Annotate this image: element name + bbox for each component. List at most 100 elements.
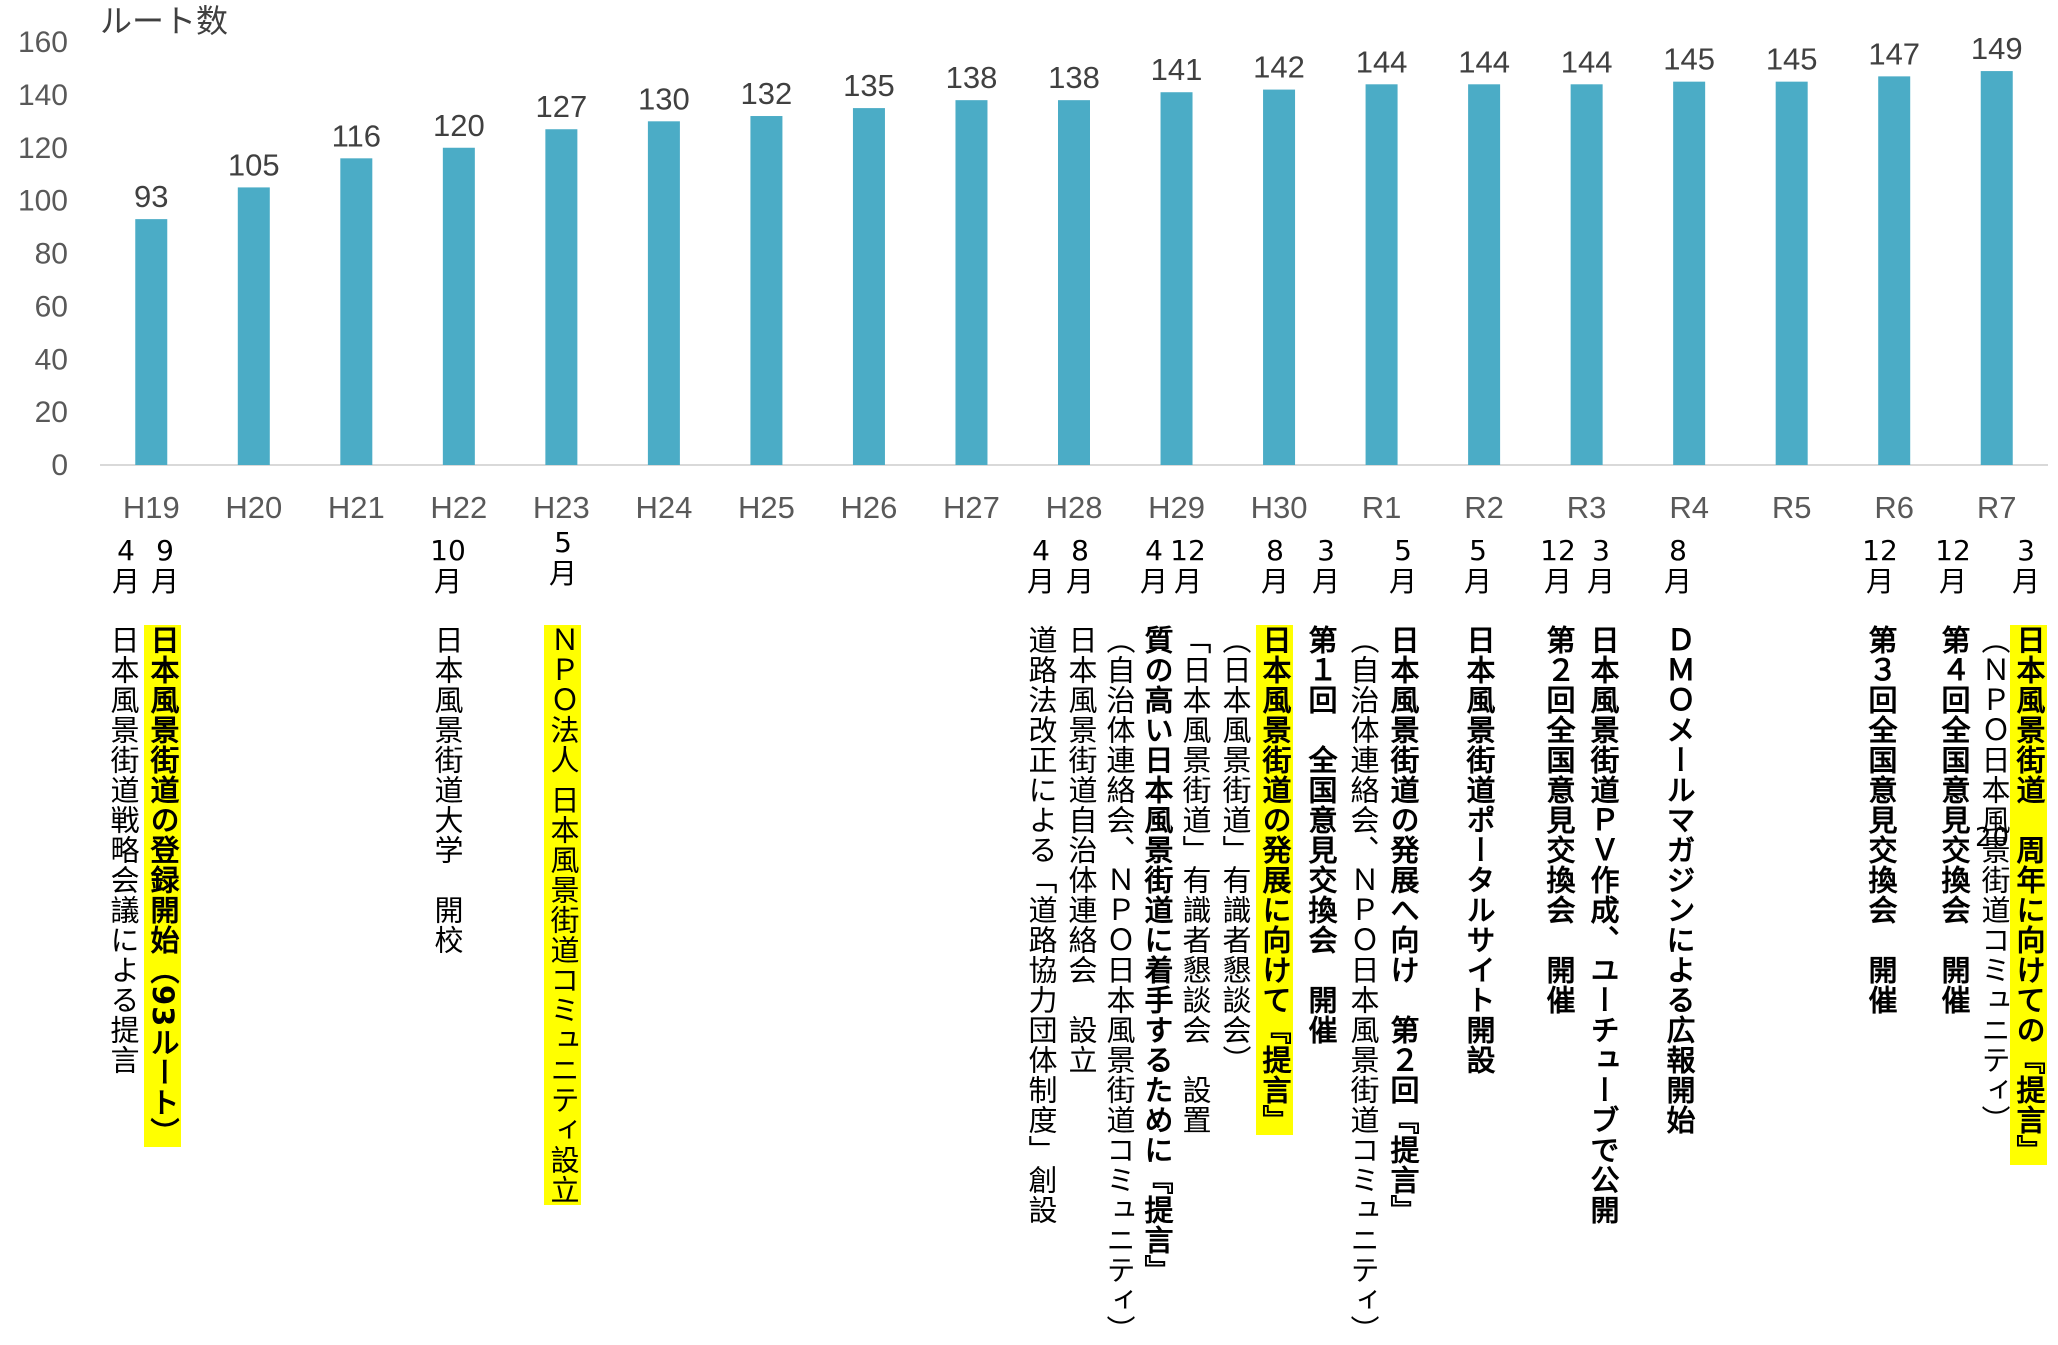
x-tick-label: R4 (1669, 490, 1709, 525)
y-tick-label: 120 (18, 132, 68, 165)
event-text: 20 (1975, 823, 2011, 853)
month-label: 12月 (1935, 534, 1971, 598)
x-tick-label: H22 (430, 490, 487, 525)
y-tick-label: 20 (35, 396, 68, 429)
bar (545, 129, 578, 465)
bar (1980, 71, 2013, 466)
data-label: 144 (1458, 44, 1510, 79)
data-label: 130 (638, 81, 690, 116)
month-label: 5月 (1388, 534, 1417, 598)
month-label: 3月 (1586, 534, 1615, 598)
event-text: ＤＭＯメールマガジンによる広報開始 (1662, 625, 1696, 1135)
bar (1775, 81, 1808, 465)
month-label: 8月 (1663, 534, 1692, 598)
bar (442, 147, 475, 465)
data-label: 145 (1663, 42, 1715, 77)
event-text: 日本風景街道の発展に向けて『提言』 (1256, 625, 1293, 1135)
x-tick-label: H26 (841, 490, 898, 525)
bar-series (135, 71, 2013, 466)
y-tick-label: 40 (35, 343, 68, 376)
event-text: 日本風景街道自治体連絡会 設立 (1064, 625, 1098, 1075)
event-text: 第４回全国意見交換会 開催 (1937, 625, 1971, 1015)
month-label: 5月 (1463, 534, 1492, 598)
data-label: 141 (1151, 52, 1203, 87)
month-label: 4月 (1026, 534, 1055, 598)
data-label: 127 (536, 89, 588, 124)
bar (955, 100, 988, 465)
month-label: 3月 (1311, 534, 1340, 598)
x-tick-label: R7 (1977, 490, 2017, 525)
month-label: 4月 (111, 534, 140, 598)
month-label: 5月 (548, 526, 577, 590)
data-labels: 93 105 116 120 127 130 132 135 138 138 141 142 144 14… (134, 31, 2023, 214)
bar (852, 108, 885, 465)
month-label: 4月 (1139, 534, 1168, 598)
bar (1673, 81, 1706, 465)
x-tick-label: H27 (943, 490, 1000, 525)
y-axis-unit-label: ルート数 (100, 2, 228, 40)
month-label: 10月 (430, 534, 466, 598)
data-label: 105 (228, 147, 280, 182)
bar (135, 219, 168, 465)
bar (1263, 89, 1296, 466)
bar (1365, 84, 1398, 466)
bar (1160, 92, 1193, 465)
x-tick-label: H23 (533, 490, 590, 525)
x-tick-label: R2 (1464, 490, 1504, 525)
event-text: （ＮＰＯ日本風景街道コミュニティ） (1977, 625, 2011, 1135)
event-text: 「日本風景街道」有識者懇談会 設置 (1178, 625, 1212, 1135)
bar (340, 158, 373, 465)
x-tick-label: H25 (738, 490, 795, 525)
x-tick-label: H20 (225, 490, 282, 525)
month-label: 12月 (1170, 534, 1206, 598)
event-text: 日本風景街道ポータルサイト開設 (1462, 625, 1496, 1075)
data-label: 144 (1561, 44, 1613, 79)
data-label: 93 (134, 179, 168, 214)
event-text: 第２回全国意見交換会 開催 (1542, 625, 1576, 1015)
y-tick-label: 100 (18, 185, 68, 218)
data-label: 116 (332, 118, 381, 153)
event-text: 第１回 全国意見交換会 開催 (1304, 625, 1338, 1045)
x-tick-label: R3 (1567, 490, 1607, 525)
event-text: （自治体連絡会、ＮＰＯ日本風景街道コミュニティ） (1346, 625, 1380, 1345)
y-tick-label: 160 (18, 26, 68, 59)
data-label: 120 (433, 108, 485, 143)
y-tick-label: 140 (18, 79, 68, 112)
event-text: 日本風景街道戦略会議による提言 (106, 625, 140, 1075)
event-text: （自治体連絡会、ＮＰＯ日本風景街道コミュニティ） (1102, 625, 1136, 1345)
event-text: 日本風景街道の発展へ向け 第２回『提言』 (1386, 625, 1420, 1225)
y-axis: 0 20 40 60 80 100 120 140 160 (18, 26, 68, 482)
data-label: 147 (1868, 36, 1920, 71)
x-axis: H19 H20 H21 H22 H23 H24 H25 H26 H27 H28 H29 H30 R1 R2… (100, 464, 2048, 525)
x-tick-label: H21 (328, 490, 385, 525)
month-label: 8月 (1260, 534, 1289, 598)
event-text: 日本風景街道の登録開始（93ルート） (144, 625, 181, 1148)
bar (1058, 100, 1090, 465)
event-text: 道路法改正による「道路協力団体制度」創設 (1024, 625, 1058, 1225)
data-label: 144 (1356, 44, 1408, 79)
event-text: 日本風景街道 周年に向けての『提言』 (2010, 625, 2047, 1165)
bar (750, 116, 783, 466)
data-label: 145 (1766, 42, 1818, 77)
month-label: 12月 (1540, 534, 1576, 598)
bar (1570, 84, 1603, 466)
data-label: 135 (843, 68, 895, 103)
y-tick-label: 0 (51, 449, 68, 482)
data-label: 138 (1048, 60, 1100, 95)
event-text: 日本風景街道大学 開校 (430, 625, 464, 955)
data-label: 149 (1971, 31, 2023, 66)
bar (1878, 76, 1911, 466)
event-text: （日本風景街道」有識者懇談会） (1218, 625, 1252, 1075)
y-tick-label: 60 (35, 290, 68, 323)
x-tick-label: H30 (1251, 490, 1308, 525)
month-label: 8月 (1065, 534, 1094, 598)
month-label: 9月 (150, 534, 179, 598)
month-label: 3月 (2011, 534, 2040, 598)
x-tick-label: H29 (1148, 490, 1205, 525)
x-tick-label: R1 (1362, 490, 1402, 525)
event-text: 日本風景街道ＰＶ作成、ユーチューブで公開 (1586, 625, 1620, 1225)
data-label: 138 (946, 60, 998, 95)
bar (647, 121, 680, 465)
event-text: 質の高い日本風景街道に着手するために『提言』 (1140, 625, 1174, 1285)
